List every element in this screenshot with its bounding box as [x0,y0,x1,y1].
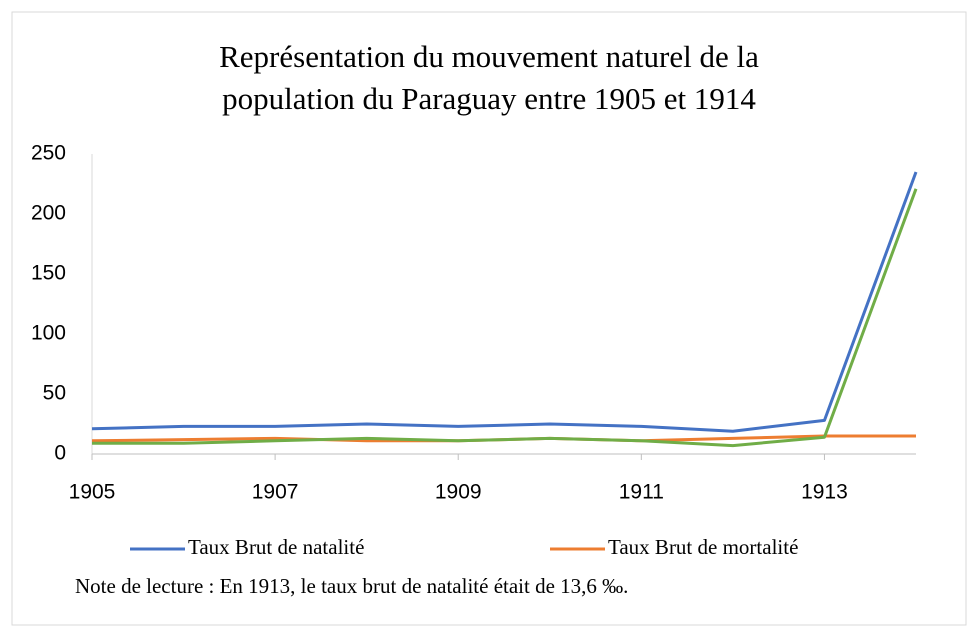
y-tick-label: 100 [31,322,66,345]
y-tick-label: 150 [31,262,66,285]
y-tick-label: 200 [31,202,66,225]
x-tick-label: 1913 [801,481,848,504]
series-line [92,188,918,448]
y-tick-label: 0 [54,442,66,465]
x-tick-label: 1909 [435,481,482,504]
legend-label: Taux Brut de mortalité [608,535,798,559]
x-tick-label: 1907 [252,481,299,504]
chart-title: population du Paraguay entre 1905 et 191… [222,81,756,116]
x-tick-label: 1911 [619,481,664,504]
series-line [91,171,918,433]
annotation: Note de lecture : En 1913, le taux brut … [75,574,628,598]
y-tick-label: 50 [43,382,66,405]
legend-label: Taux Brut de natalité [188,535,364,559]
chart-title: Représentation du mouvement naturel de l… [219,39,759,74]
chart-border [11,11,967,626]
y-tick-label: 250 [31,142,66,165]
x-tick-label: 1905 [69,481,116,504]
